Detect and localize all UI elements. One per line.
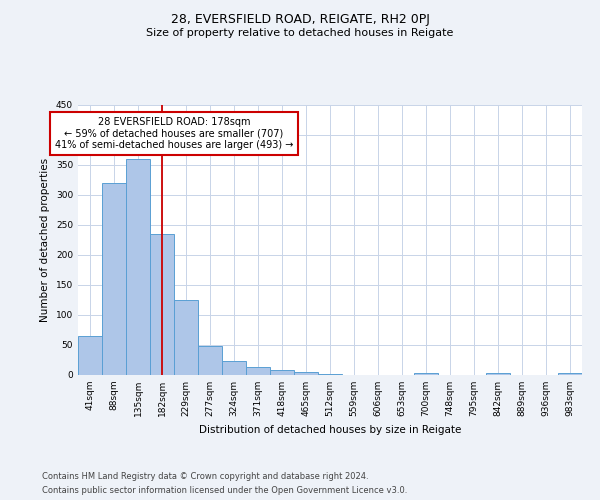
Bar xyxy=(414,373,438,375)
Bar xyxy=(558,373,582,375)
Bar xyxy=(486,373,510,375)
Bar xyxy=(198,346,222,375)
Bar xyxy=(270,370,294,375)
Text: Contains public sector information licensed under the Open Government Licence v3: Contains public sector information licen… xyxy=(42,486,407,495)
Text: 28 EVERSFIELD ROAD: 178sqm
← 59% of detached houses are smaller (707)
41% of sem: 28 EVERSFIELD ROAD: 178sqm ← 59% of deta… xyxy=(55,117,293,150)
Bar xyxy=(294,372,318,375)
Text: 28, EVERSFIELD ROAD, REIGATE, RH2 0PJ: 28, EVERSFIELD ROAD, REIGATE, RH2 0PJ xyxy=(170,12,430,26)
Bar xyxy=(126,159,150,375)
Bar xyxy=(222,361,246,375)
Bar xyxy=(102,183,126,375)
Text: Size of property relative to detached houses in Reigate: Size of property relative to detached ho… xyxy=(146,28,454,38)
Bar xyxy=(174,300,198,375)
Bar xyxy=(78,336,102,375)
Text: Contains HM Land Registry data © Crown copyright and database right 2024.: Contains HM Land Registry data © Crown c… xyxy=(42,472,368,481)
Bar xyxy=(318,374,342,375)
Bar xyxy=(150,234,174,375)
Bar xyxy=(246,367,270,375)
Y-axis label: Number of detached properties: Number of detached properties xyxy=(40,158,50,322)
X-axis label: Distribution of detached houses by size in Reigate: Distribution of detached houses by size … xyxy=(199,424,461,434)
